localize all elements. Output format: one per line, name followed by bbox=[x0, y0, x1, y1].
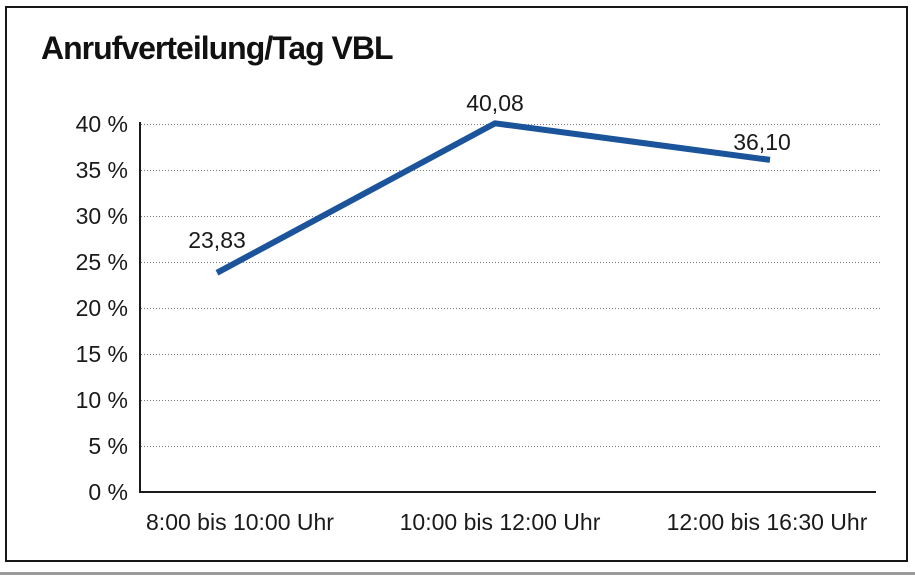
chart-frame: Anrufverteilung/Tag VBL bbox=[5, 6, 908, 562]
bottom-rule bbox=[0, 572, 915, 575]
y-tick-label: 5 % bbox=[88, 433, 128, 459]
x-tick-label: 12:00 bis 16:30 Uhr bbox=[666, 509, 868, 535]
data-point-label: 36,10 bbox=[733, 129, 791, 155]
gridline bbox=[141, 400, 880, 401]
x-axis-line bbox=[139, 491, 876, 493]
data-series-line bbox=[215, 120, 771, 276]
y-tick-label: 20 % bbox=[75, 295, 128, 321]
gridline bbox=[141, 170, 880, 171]
y-tick-label: 40 % bbox=[75, 111, 128, 137]
y-tick-label: 25 % bbox=[75, 249, 128, 275]
gridline bbox=[141, 446, 880, 447]
x-tick-label: 8:00 bis 10:00 Uhr bbox=[146, 509, 334, 535]
y-tick-label: 10 % bbox=[75, 387, 128, 413]
y-axis-line bbox=[139, 122, 141, 493]
gridline bbox=[141, 262, 880, 263]
gridline bbox=[141, 354, 880, 355]
x-tick-label: 10:00 bis 12:00 Uhr bbox=[399, 509, 601, 535]
data-point-label: 23,83 bbox=[188, 227, 246, 253]
gridline bbox=[141, 308, 880, 309]
y-tick-label: 35 % bbox=[75, 157, 128, 183]
gridline bbox=[141, 216, 880, 217]
y-tick-label: 30 % bbox=[75, 203, 128, 229]
y-tick-label: 0 % bbox=[88, 479, 128, 505]
data-point-label: 40,08 bbox=[466, 90, 524, 116]
y-tick-label: 15 % bbox=[75, 341, 128, 367]
chart-title: Anrufverteilung/Tag VBL bbox=[41, 30, 394, 66]
